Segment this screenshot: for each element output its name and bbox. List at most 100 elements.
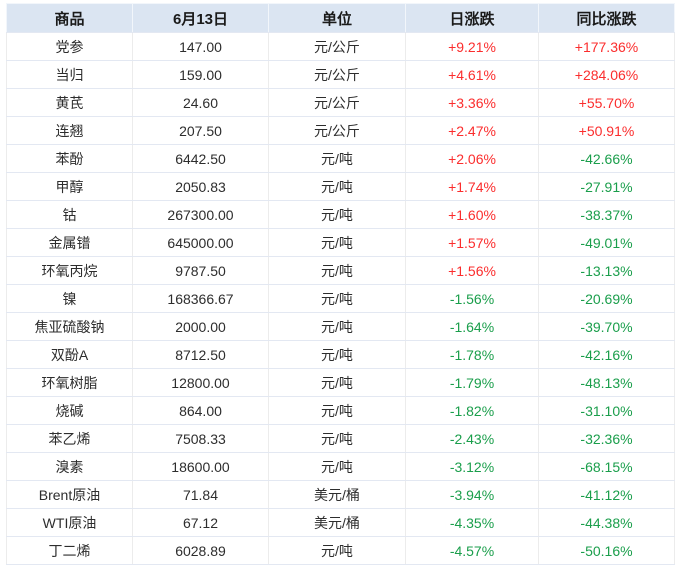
cell-unit: 元/公斤 — [268, 88, 406, 117]
cell-unit: 元/公斤 — [268, 32, 406, 61]
table-row: 黄芪 24.60 元/公斤 +3.36% +55.70% — [6, 88, 675, 117]
table-row: Brent原油 71.84 美元/桶 -3.94% -41.12% — [6, 480, 675, 509]
cell-yoy-change: -38.37% — [538, 200, 675, 229]
cell-day-change: +1.57% — [405, 228, 539, 257]
cell-day-change: -3.94% — [405, 480, 539, 509]
table-row: 钴 267300.00 元/吨 +1.60% -38.37% — [6, 200, 675, 229]
cell-commodity-name: 苯酚 — [6, 144, 133, 173]
cell-commodity-name: 环氧丙烷 — [6, 256, 133, 285]
cell-commodity-name: 当归 — [6, 60, 133, 89]
cell-yoy-change: -49.01% — [538, 228, 675, 257]
cell-unit: 元/吨 — [268, 200, 406, 229]
commodity-price-table: 商品 6月13日 单位 日涨跌 同比涨跌 党参 147.00 元/公斤 +9.21% +… — [6, 3, 675, 565]
header-row: 商品 6月13日 单位 日涨跌 同比涨跌 — [6, 3, 675, 33]
cell-unit: 元/吨 — [268, 172, 406, 201]
table-row: 丁二烯 6028.89 元/吨 -4.57% -50.16% — [6, 536, 675, 565]
cell-price: 12800.00 — [132, 368, 269, 397]
cell-day-change: +1.74% — [405, 172, 539, 201]
cell-commodity-name: 黄芪 — [6, 88, 133, 117]
cell-price: 6442.50 — [132, 144, 269, 173]
cell-yoy-change: -41.12% — [538, 480, 675, 509]
cell-price: 6028.89 — [132, 536, 269, 565]
cell-commodity-name: 镍 — [6, 284, 133, 313]
table-row: WTI原油 67.12 美元/桶 -4.35% -44.38% — [6, 508, 675, 537]
table-row: 甲醇 2050.83 元/吨 +1.74% -27.91% — [6, 172, 675, 201]
cell-unit: 元/吨 — [268, 340, 406, 369]
cell-day-change: +1.60% — [405, 200, 539, 229]
header-unit: 单位 — [268, 3, 406, 33]
cell-price: 2050.83 — [132, 172, 269, 201]
header-day-change: 日涨跌 — [405, 3, 539, 33]
cell-yoy-change: -27.91% — [538, 172, 675, 201]
table-body: 党参 147.00 元/公斤 +9.21% +177.36% 当归 159.00 元/公斤 +4… — [6, 32, 675, 565]
cell-unit: 元/吨 — [268, 452, 406, 481]
cell-unit: 元/吨 — [268, 228, 406, 257]
cell-yoy-change: +50.91% — [538, 116, 675, 145]
cell-price: 24.60 — [132, 88, 269, 117]
cell-yoy-change: -32.36% — [538, 424, 675, 453]
cell-commodity-name: 环氧树脂 — [6, 368, 133, 397]
cell-price: 8712.50 — [132, 340, 269, 369]
cell-yoy-change: +284.06% — [538, 60, 675, 89]
cell-price: 864.00 — [132, 396, 269, 425]
cell-unit: 元/吨 — [268, 312, 406, 341]
cell-unit: 元/吨 — [268, 256, 406, 285]
cell-day-change: -1.82% — [405, 396, 539, 425]
cell-yoy-change: -42.16% — [538, 340, 675, 369]
cell-yoy-change: +55.70% — [538, 88, 675, 117]
table-row: 溴素 18600.00 元/吨 -3.12% -68.15% — [6, 452, 675, 481]
table-row: 连翘 207.50 元/公斤 +2.47% +50.91% — [6, 116, 675, 145]
cell-day-change: +2.47% — [405, 116, 539, 145]
cell-day-change: +9.21% — [405, 32, 539, 61]
cell-price: 267300.00 — [132, 200, 269, 229]
cell-commodity-name: 双酚A — [6, 340, 133, 369]
cell-commodity-name: 钴 — [6, 200, 133, 229]
table-row: 苯乙烯 7508.33 元/吨 -2.43% -32.36% — [6, 424, 675, 453]
cell-price: 168366.67 — [132, 284, 269, 313]
cell-day-change: +3.36% — [405, 88, 539, 117]
cell-price: 207.50 — [132, 116, 269, 145]
cell-unit: 美元/桶 — [268, 508, 406, 537]
cell-price: 9787.50 — [132, 256, 269, 285]
cell-day-change: -1.79% — [405, 368, 539, 397]
cell-unit: 元/吨 — [268, 368, 406, 397]
cell-day-change: -1.78% — [405, 340, 539, 369]
cell-commodity-name: 甲醇 — [6, 172, 133, 201]
table-row: 烧碱 864.00 元/吨 -1.82% -31.10% — [6, 396, 675, 425]
cell-commodity-name: 焦亚硫酸钠 — [6, 312, 133, 341]
table-row: 党参 147.00 元/公斤 +9.21% +177.36% — [6, 32, 675, 61]
cell-day-change: +1.56% — [405, 256, 539, 285]
cell-yoy-change: +177.36% — [538, 32, 675, 61]
cell-price: 147.00 — [132, 32, 269, 61]
cell-price: 159.00 — [132, 60, 269, 89]
cell-unit: 元/吨 — [268, 284, 406, 313]
cell-yoy-change: -68.15% — [538, 452, 675, 481]
table-row: 焦亚硫酸钠 2000.00 元/吨 -1.64% -39.70% — [6, 312, 675, 341]
cell-day-change: -4.35% — [405, 508, 539, 537]
cell-unit: 元/吨 — [268, 536, 406, 565]
cell-unit: 元/吨 — [268, 396, 406, 425]
cell-commodity-name: Brent原油 — [6, 480, 133, 509]
cell-day-change: +2.06% — [405, 144, 539, 173]
cell-unit: 美元/桶 — [268, 480, 406, 509]
table-row: 苯酚 6442.50 元/吨 +2.06% -42.66% — [6, 144, 675, 173]
cell-yoy-change: -20.69% — [538, 284, 675, 313]
cell-commodity-name: 烧碱 — [6, 396, 133, 425]
table-row: 环氧丙烷 9787.50 元/吨 +1.56% -13.13% — [6, 256, 675, 285]
table-row: 当归 159.00 元/公斤 +4.61% +284.06% — [6, 60, 675, 89]
cell-day-change: -4.57% — [405, 536, 539, 565]
cell-yoy-change: -42.66% — [538, 144, 675, 173]
header-commodity: 商品 — [6, 3, 133, 33]
cell-unit: 元/吨 — [268, 144, 406, 173]
cell-price: 18600.00 — [132, 452, 269, 481]
table-row: 镍 168366.67 元/吨 -1.56% -20.69% — [6, 284, 675, 313]
cell-yoy-change: -13.13% — [538, 256, 675, 285]
cell-price: 7508.33 — [132, 424, 269, 453]
cell-yoy-change: -50.16% — [538, 536, 675, 565]
cell-yoy-change: -39.70% — [538, 312, 675, 341]
cell-commodity-name: WTI原油 — [6, 508, 133, 537]
cell-day-change: -1.56% — [405, 284, 539, 313]
cell-commodity-name: 金属镨 — [6, 228, 133, 257]
cell-unit: 元/公斤 — [268, 60, 406, 89]
cell-price: 67.12 — [132, 508, 269, 537]
